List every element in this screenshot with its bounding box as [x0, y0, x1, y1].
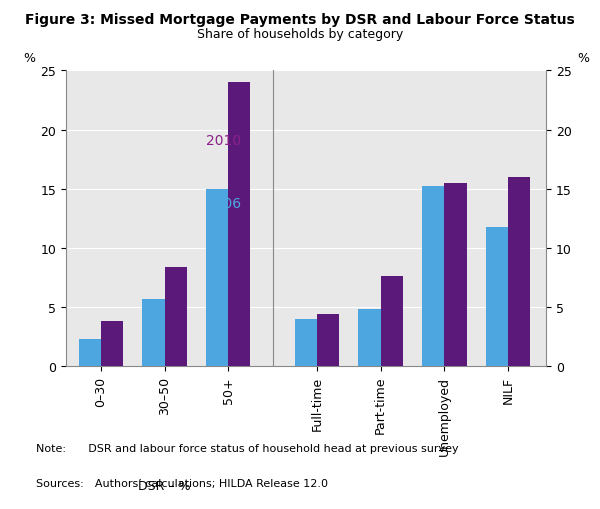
Bar	[358, 310, 381, 366]
Bar	[444, 183, 467, 366]
Text: Sources: Authors’ calculations; HILDA Release 12.0: Sources: Authors’ calculations; HILDA Re…	[36, 478, 328, 489]
Text: Note:  DSR and labour force status of household head at previous survey: Note: DSR and labour force status of hou…	[36, 443, 458, 453]
Text: %: %	[23, 52, 35, 65]
Text: 2010: 2010	[206, 134, 241, 148]
Bar	[381, 277, 403, 366]
Bar	[206, 189, 228, 366]
Bar	[79, 340, 101, 366]
Bar	[164, 267, 187, 366]
Text: 2006: 2006	[206, 196, 241, 211]
Text: DSR – %: DSR – %	[138, 478, 191, 492]
Bar	[142, 299, 164, 366]
Bar	[508, 178, 530, 366]
Bar	[228, 83, 250, 366]
Bar	[485, 227, 508, 366]
Text: Figure 3: Missed Mortgage Payments by DSR and Labour Force Status: Figure 3: Missed Mortgage Payments by DS…	[25, 13, 575, 26]
Text: Share of households by category: Share of households by category	[197, 28, 403, 41]
Bar	[317, 315, 340, 366]
Bar	[422, 187, 444, 366]
Bar	[295, 319, 317, 366]
Bar	[101, 322, 123, 366]
Text: %: %	[577, 52, 589, 65]
